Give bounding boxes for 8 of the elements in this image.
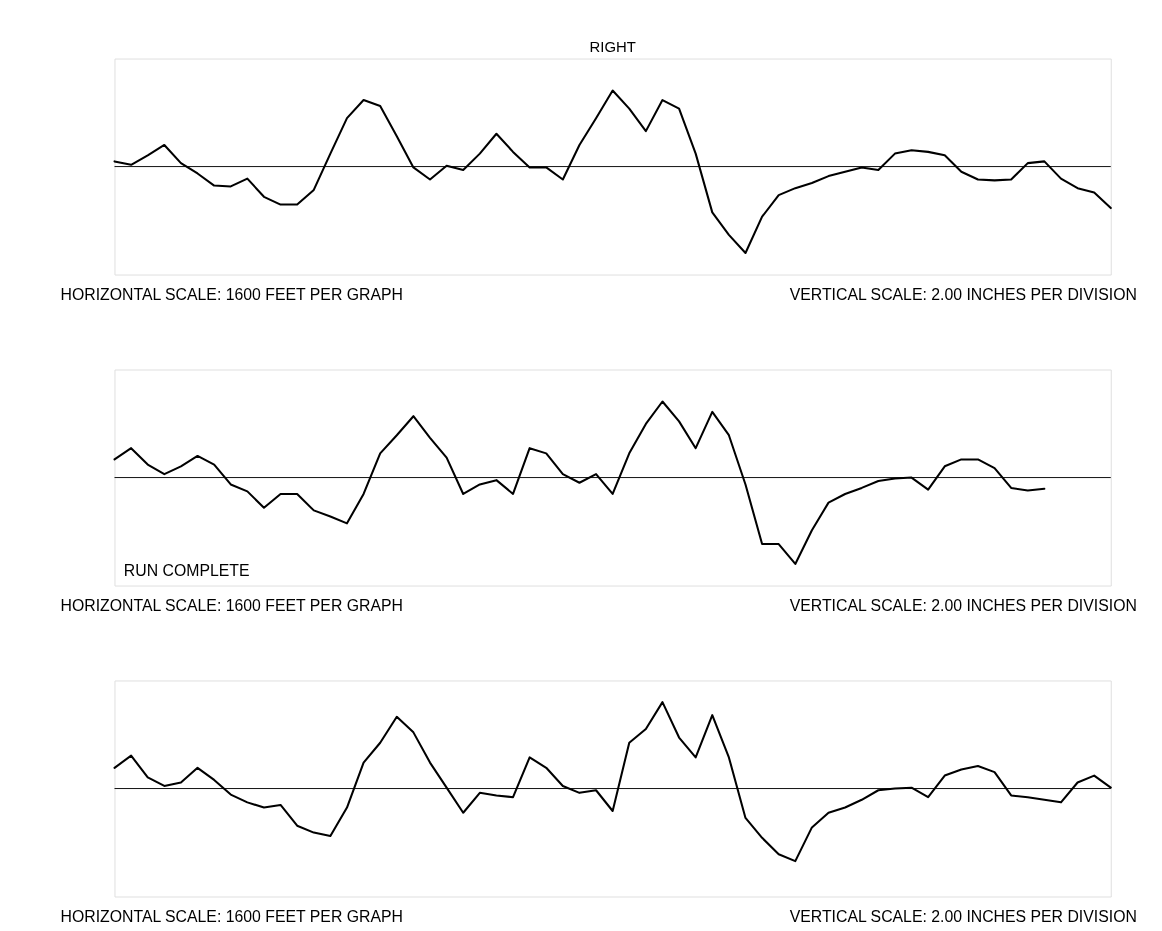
text: VERTICAL SCALE: 2.00 INCHES PER DIVISION (789, 285, 1137, 303)
text: HORIZONTAL SCALE: 1600 FEET PER GRAPH (60, 596, 403, 614)
text: HORIZONTAL SCALE: 1600 FEET PER GRAPH (60, 907, 403, 925)
text: VERTICAL SCALE: 2.00 INCHES PER DIVISION (789, 596, 1137, 614)
text: HORIZONTAL SCALE: 1600 FEET PER GRAPH (60, 285, 403, 303)
chart-title: RIGHT (589, 39, 636, 56)
annotation: RUN COMPLETE (123, 562, 250, 580)
text: VERTICAL SCALE: 2.00 INCHES PER DIVISION (789, 907, 1137, 925)
